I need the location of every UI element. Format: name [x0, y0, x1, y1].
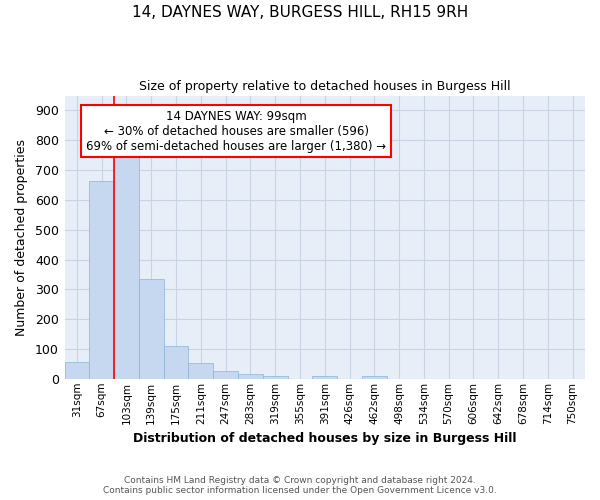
Bar: [263, 376, 287, 379]
Title: Size of property relative to detached houses in Burgess Hill: Size of property relative to detached ho…: [139, 80, 511, 93]
Bar: [65, 362, 89, 379]
Bar: [238, 374, 263, 379]
Text: 14, DAYNES WAY, BURGESS HILL, RH15 9RH: 14, DAYNES WAY, BURGESS HILL, RH15 9RH: [132, 5, 468, 20]
Text: Contains HM Land Registry data © Crown copyright and database right 2024.
Contai: Contains HM Land Registry data © Crown c…: [103, 476, 497, 495]
Bar: [164, 346, 188, 379]
X-axis label: Distribution of detached houses by size in Burgess Hill: Distribution of detached houses by size …: [133, 432, 517, 445]
Bar: [89, 180, 114, 379]
Bar: [114, 155, 139, 379]
Bar: [139, 279, 164, 379]
Y-axis label: Number of detached properties: Number of detached properties: [15, 138, 28, 336]
Bar: [362, 376, 387, 379]
Bar: [188, 364, 213, 379]
Text: 14 DAYNES WAY: 99sqm
← 30% of detached houses are smaller (596)
69% of semi-deta: 14 DAYNES WAY: 99sqm ← 30% of detached h…: [86, 110, 386, 152]
Bar: [213, 372, 238, 379]
Bar: [313, 376, 337, 379]
